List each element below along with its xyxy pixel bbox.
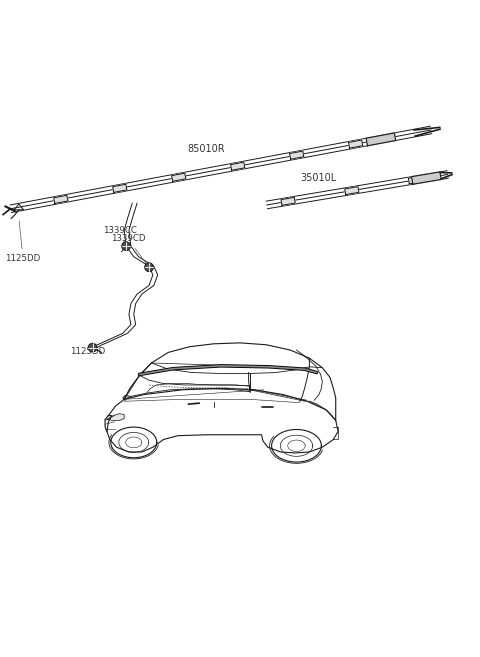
Polygon shape — [289, 151, 304, 159]
Polygon shape — [411, 172, 441, 184]
Polygon shape — [281, 197, 295, 205]
Text: 1339CC: 1339CC — [103, 226, 136, 244]
Text: 85010R: 85010R — [187, 144, 225, 154]
Circle shape — [122, 242, 131, 250]
Text: 1125DD: 1125DD — [70, 347, 105, 356]
Polygon shape — [107, 414, 124, 420]
Circle shape — [88, 344, 97, 352]
Polygon shape — [113, 184, 127, 193]
Polygon shape — [54, 195, 68, 204]
Polygon shape — [366, 133, 396, 146]
Text: 1339CD: 1339CD — [111, 235, 147, 265]
Polygon shape — [348, 140, 363, 148]
Polygon shape — [345, 187, 359, 194]
Polygon shape — [172, 173, 186, 181]
Circle shape — [145, 263, 154, 271]
Text: 1125DD: 1125DD — [5, 221, 41, 263]
Polygon shape — [408, 176, 422, 184]
Polygon shape — [230, 162, 245, 170]
Text: 35010L: 35010L — [300, 173, 336, 183]
